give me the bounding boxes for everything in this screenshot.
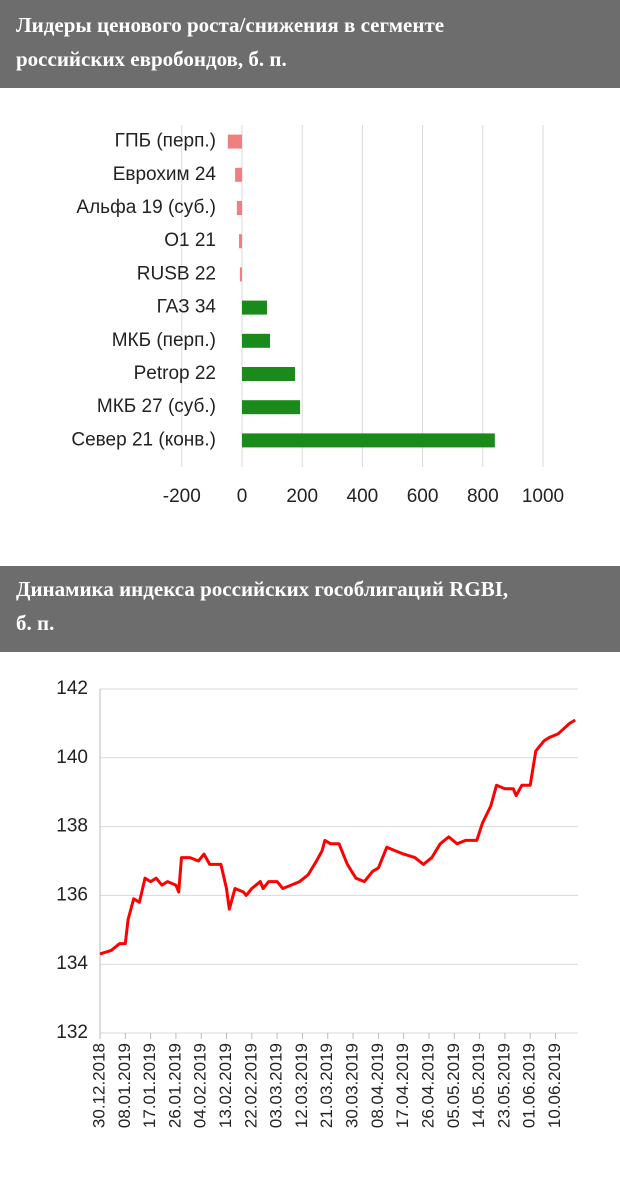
x-tick-label: 22.02.2019 — [241, 1043, 260, 1128]
y-tick-label: Еврохим 24 — [113, 164, 217, 185]
x-tick-label: 30.12.2018 — [89, 1043, 108, 1128]
chart-title: Динамика индекса российских гособлигаций… — [16, 577, 508, 635]
x-tick-label: 01.06.2019 — [520, 1043, 539, 1128]
chart-title: Лидеры ценового роста/снижения в сегмент… — [16, 13, 444, 71]
bar — [242, 367, 295, 381]
line-series — [99, 718, 576, 956]
y-tick-label: 132 — [56, 1022, 88, 1043]
y-tick-label: МКБ 27 (суб.) — [97, 396, 216, 417]
bar — [235, 167, 242, 182]
x-tick-label: 17.04.2019 — [393, 1043, 412, 1128]
x-tick-label: 26.04.2019 — [418, 1043, 437, 1128]
bar — [236, 201, 242, 215]
x-tick-label: 200 — [286, 486, 318, 507]
x-tick-label: 12.03.2019 — [292, 1043, 311, 1128]
x-tick-label: 30.03.2019 — [343, 1043, 362, 1128]
y-tick-label: Petrop 22 — [134, 363, 216, 384]
y-tick-label: МКБ (перп.) — [112, 330, 216, 351]
x-tick-label: 800 — [467, 486, 499, 507]
x-tick-label: 08.04.2019 — [368, 1043, 387, 1128]
bar — [238, 234, 242, 249]
y-tick-label: 136 — [56, 884, 88, 905]
x-tick-label: 05.05.2019 — [444, 1043, 463, 1128]
x-tick-label: 0 — [237, 486, 248, 507]
y-tick-label: 142 — [56, 678, 88, 699]
y-tick-label: ГПБ (перп.) — [115, 131, 216, 152]
x-tick-label: 10.06.2019 — [545, 1043, 564, 1128]
bar — [242, 433, 495, 448]
x-tick-label: 1000 — [522, 486, 564, 507]
bar — [239, 267, 242, 282]
y-tick-label: RUSB 22 — [137, 263, 216, 284]
y-tick-label: 134 — [56, 953, 88, 974]
y-tick-label: Север 21 (конв.) — [71, 429, 216, 450]
x-tick-label: 03.03.2019 — [267, 1043, 286, 1128]
x-tick-label: 08.01.2019 — [115, 1043, 134, 1128]
x-tick-label: 17.01.2019 — [140, 1043, 159, 1128]
x-tick-label: 14.05.2019 — [469, 1043, 488, 1128]
y-tick-label: 138 — [56, 816, 88, 837]
x-tick-label: 13.02.2019 — [216, 1043, 235, 1128]
x-tick-label: 400 — [347, 486, 379, 507]
x-tick-label: -200 — [163, 486, 201, 507]
x-tick-label: 21.03.2019 — [317, 1043, 336, 1128]
x-tick-label: 23.05.2019 — [494, 1043, 513, 1128]
bar — [242, 300, 267, 315]
x-tick-label: 600 — [407, 486, 439, 507]
header-bar — [0, 566, 620, 652]
x-tick-label: 04.02.2019 — [191, 1043, 210, 1128]
y-tick-label: O1 21 — [164, 230, 216, 251]
header-bar — [0, 0, 620, 88]
y-tick-label: 140 — [56, 747, 88, 768]
bar — [242, 400, 301, 415]
y-tick-label: Альфа 19 (суб.) — [76, 197, 216, 218]
y-tick-label: ГАЗ 34 — [157, 297, 217, 318]
bar — [242, 333, 270, 348]
bar — [227, 134, 242, 149]
x-tick-label: 26.01.2019 — [165, 1043, 184, 1128]
